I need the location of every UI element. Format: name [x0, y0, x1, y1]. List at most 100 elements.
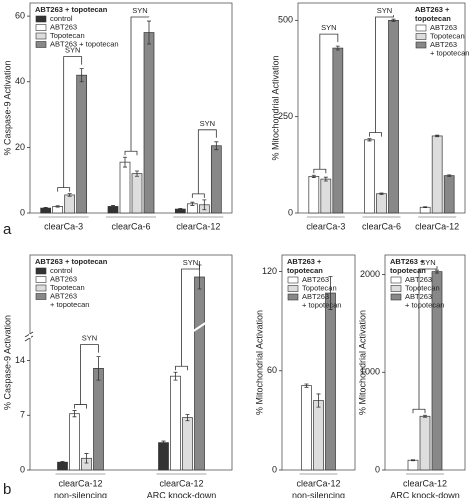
legend-swatch — [415, 24, 427, 32]
y-axis-label: % Caspase-9 Activation — [2, 60, 12, 155]
error-bar — [43, 207, 48, 210]
bar — [158, 442, 169, 471]
syn-label: SYN — [321, 23, 336, 32]
legend-label: + topotecan — [430, 48, 469, 57]
legend-swatch — [35, 293, 47, 300]
syn-label: SYN — [183, 258, 198, 267]
bar — [64, 194, 76, 214]
y-tick-label: 60 — [267, 365, 277, 375]
error-bar — [190, 201, 195, 206]
y-axis-label: % Mitochondrial Activation — [270, 55, 280, 160]
error-bar — [367, 138, 372, 142]
syn-bracket — [63, 56, 83, 188]
syn-label: SYN — [377, 6, 392, 15]
legend-label: ABT263 — [430, 40, 457, 49]
y-tick-label: 120 — [262, 266, 277, 276]
bar — [131, 173, 143, 214]
legend-swatch — [35, 32, 47, 40]
y-axis-label: % Caspase-9 Activation — [2, 315, 12, 410]
axis-break — [24, 335, 34, 342]
syn-bracket — [181, 261, 200, 367]
error-bar — [67, 193, 72, 197]
error-bar — [147, 20, 151, 45]
legend-label: ABT263 — [50, 22, 77, 31]
legend-swatch — [287, 276, 299, 284]
error-bar — [304, 383, 309, 388]
syn-bracket — [191, 193, 205, 198]
error-bar — [328, 276, 333, 310]
syn-bracket — [375, 15, 394, 133]
x-tick-label: clearCa-12 — [296, 478, 340, 488]
legend-label: ABT263 — [405, 292, 432, 301]
bar — [76, 74, 88, 214]
bar — [431, 135, 443, 214]
x-tick-label: clearCa-12 — [58, 478, 102, 488]
error-bar — [96, 356, 101, 381]
error-bar — [316, 393, 321, 408]
legend-title: ABT263 + — [415, 5, 450, 14]
error-bar — [323, 176, 328, 182]
plot-frame — [29, 2, 233, 214]
legend-swatch — [35, 276, 47, 283]
y-tick-label: 7 — [20, 410, 25, 420]
legend-label: ABT263 + topotecan — [50, 39, 119, 48]
legend-label: Topotecan — [50, 31, 85, 40]
legend-label: Topotecan — [430, 31, 465, 40]
panel-label: a — [3, 221, 12, 238]
error-bar — [55, 205, 60, 208]
legend-title: ABT263 + — [390, 257, 425, 266]
legend-swatch — [415, 33, 427, 40]
syn-bracket — [197, 129, 217, 194]
legend-swatch — [35, 267, 47, 275]
x-tick-label: clearCa-12 — [415, 221, 459, 231]
legend-title: ABT263 + topotecan — [35, 257, 108, 266]
bar — [313, 400, 324, 471]
plot-frame — [29, 254, 233, 471]
bar — [93, 368, 104, 471]
legend-label: Topotecan — [50, 283, 85, 292]
error-bar — [111, 205, 115, 208]
legend-swatch — [390, 276, 402, 284]
y-tick-label: 500 — [278, 15, 293, 25]
bar — [388, 19, 399, 214]
bar — [332, 47, 344, 214]
y-tick-label: 60 — [15, 11, 25, 21]
bar — [210, 145, 222, 214]
error-bar — [173, 371, 178, 381]
y-tick-label: 14 — [15, 355, 25, 365]
error-bar — [123, 156, 127, 168]
syn-label: SYN — [82, 334, 97, 343]
error-bar — [214, 141, 219, 151]
error-bar — [60, 461, 65, 464]
error-bar — [79, 68, 84, 83]
x-tick-label: non-silencing — [54, 490, 107, 498]
syn-label: SYN — [132, 6, 147, 15]
bar — [376, 193, 387, 214]
bar — [419, 206, 431, 214]
bar — [119, 161, 131, 214]
error-bar — [72, 410, 77, 418]
x-tick-label: non-silencing — [292, 490, 345, 498]
error-bar — [435, 134, 440, 138]
error-bar — [379, 192, 384, 195]
bar — [320, 178, 332, 214]
y-tick-label: 0 — [20, 207, 25, 217]
bar — [170, 375, 181, 471]
syn-bracket — [74, 404, 87, 409]
legend-label: control — [50, 266, 73, 275]
y-axis-label: % Mitochondrial Activation — [254, 310, 264, 415]
bar — [308, 176, 320, 214]
x-tick-label: clearCa-3 — [306, 221, 345, 231]
bar — [301, 385, 312, 471]
error-bar — [178, 208, 183, 211]
y-tick-label: 40 — [15, 76, 25, 86]
legend-label: ABT263 — [50, 274, 77, 283]
syn-bracket — [319, 33, 339, 170]
x-tick-label: clearCa-12 — [403, 478, 447, 488]
error-bar — [135, 170, 139, 177]
y-tick-label: 0 — [20, 464, 25, 474]
legend-title: topotecan — [415, 14, 451, 23]
syn-bracket — [412, 408, 426, 414]
y-axis-label: % Mitochondrial Activation — [357, 310, 367, 415]
